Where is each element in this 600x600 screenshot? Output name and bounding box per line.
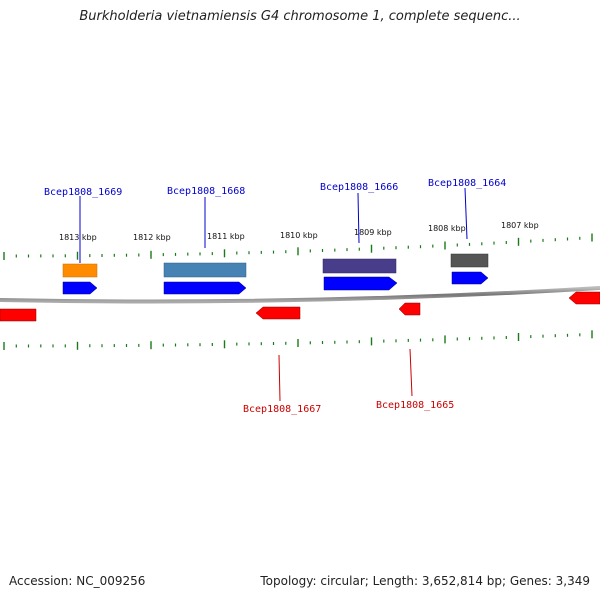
scale-label-1810: 1810 kbp: [280, 231, 318, 240]
gene-label-1665[interactable]: Bcep1808_1665: [376, 400, 454, 411]
scale-label-1809: 1809 kbp: [354, 228, 392, 237]
topology-text: Topology: circular; Length: 3,652,814 bp…: [260, 574, 590, 588]
gene-arrow-1669[interactable]: [62, 281, 98, 295]
gene-label-1664[interactable]: Bcep1808_1664: [428, 178, 506, 189]
map-title: Burkholderia vietnamiensis G4 chromosome…: [79, 9, 521, 24]
leader-line-1664: [464, 187, 468, 240]
scale-labels: 1813 kbp 1812 kbp 1811 kbp 1810 kbp 1809…: [59, 221, 539, 242]
gene-label-1669[interactable]: Bcep1808_1669: [44, 187, 122, 198]
forward-genes: [62, 271, 489, 295]
forward-gene-labels: Bcep1808_1669 Bcep1808_1668 Bcep1808_166…: [44, 178, 506, 263]
scale-ticks-top: [3, 233, 593, 260]
accession-text: Accession: NC_009256: [9, 574, 146, 588]
reverse-gene-labels: Bcep1808_1667 Bcep1808_1665: [243, 348, 454, 415]
scale-label-1811: 1811 kbp: [207, 232, 245, 241]
scale-label-1807: 1807 kbp: [501, 221, 539, 230]
reverse-genes: [0, 291, 600, 322]
feature-box-1666[interactable]: [322, 258, 397, 274]
gene-arrow-right-edge[interactable]: [568, 291, 600, 305]
gene-arrow-1665[interactable]: [398, 302, 421, 316]
feature-box-1669[interactable]: [62, 263, 98, 278]
scale-ticks-bottom: [3, 330, 593, 350]
feature-box-1668[interactable]: [163, 262, 247, 278]
scale-label-1812: 1812 kbp: [133, 233, 171, 242]
feature-box-1664[interactable]: [450, 253, 489, 268]
gene-label-1668[interactable]: Bcep1808_1668: [167, 186, 245, 197]
leader-line-1666: [357, 192, 360, 244]
leader-line-1667: [278, 354, 281, 402]
gene-arrow-1667[interactable]: [255, 306, 301, 320]
scale-label-1808: 1808 kbp: [428, 224, 466, 233]
feature-boxes: [62, 253, 489, 278]
gene-label-1666[interactable]: Bcep1808_1666: [320, 182, 398, 193]
gene-arrow-1664[interactable]: [451, 271, 489, 285]
chromosome-backbone: [0, 286, 600, 304]
scale-label-1813: 1813 kbp: [59, 233, 97, 242]
leader-line-1665: [409, 348, 413, 397]
gene-label-1667[interactable]: Bcep1808_1667: [243, 404, 321, 415]
gene-arrow-1666[interactable]: [323, 276, 398, 291]
gene-arrow-1668[interactable]: [163, 281, 247, 295]
gene-arrow-left-edge[interactable]: [0, 308, 37, 322]
